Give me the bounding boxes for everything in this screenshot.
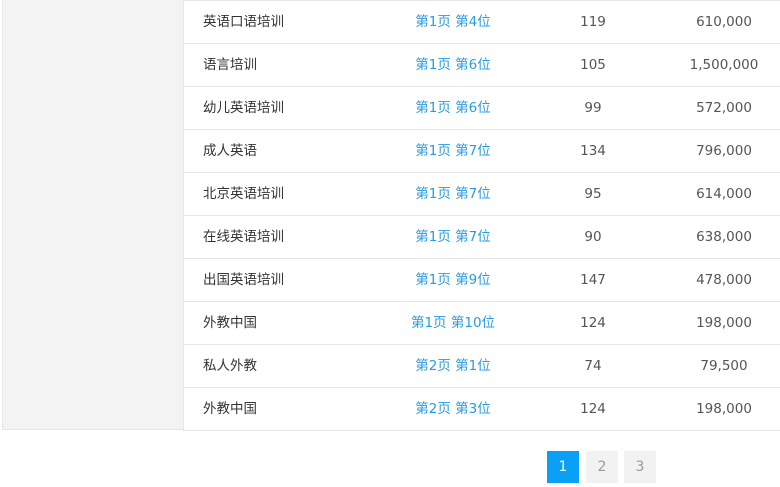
rank-link[interactable]: 第1页 第7位 bbox=[415, 229, 491, 245]
count-cell: 147 bbox=[580, 272, 606, 288]
page-button-2[interactable]: 2 bbox=[586, 451, 618, 483]
keyword-cell: 北京英语培训 bbox=[203, 186, 284, 202]
table-row: 出国英语培训 第1页 第9位 147 478,000 bbox=[184, 259, 780, 302]
keyword-cell: 在线英语培训 bbox=[203, 229, 284, 245]
count-cell: 119 bbox=[580, 14, 606, 30]
sidebar-panel bbox=[2, 0, 183, 430]
count-cell: 134 bbox=[580, 143, 606, 159]
keyword-cell: 语言培训 bbox=[203, 57, 257, 73]
keyword-cell: 出国英语培训 bbox=[203, 272, 284, 288]
rank-link[interactable]: 第1页 第9位 bbox=[415, 272, 491, 288]
count-cell: 124 bbox=[580, 315, 606, 331]
value-cell: 79,500 bbox=[700, 358, 748, 374]
table-row: 外教中国 第1页 第10位 124 198,000 bbox=[184, 302, 780, 345]
value-cell: 614,000 bbox=[696, 186, 752, 202]
table-row: 外教中国 第2页 第3位 124 198,000 bbox=[184, 388, 780, 431]
value-cell: 638,000 bbox=[696, 229, 752, 245]
page-button-3[interactable]: 3 bbox=[624, 451, 656, 483]
value-cell: 572,000 bbox=[696, 100, 752, 116]
value-cell: 198,000 bbox=[696, 401, 752, 417]
count-cell: 124 bbox=[580, 401, 606, 417]
count-cell: 99 bbox=[584, 100, 602, 116]
value-cell: 796,000 bbox=[696, 143, 752, 159]
rank-link[interactable]: 第1页 第7位 bbox=[415, 186, 491, 202]
count-cell: 95 bbox=[584, 186, 602, 202]
count-cell: 90 bbox=[584, 229, 602, 245]
table-row: 英语口语培训 第1页 第4位 119 610,000 bbox=[184, 1, 780, 44]
rank-link[interactable]: 第2页 第1位 bbox=[415, 358, 491, 374]
value-cell: 1,500,000 bbox=[689, 57, 759, 73]
table-row: 语言培训 第1页 第6位 105 1,500,000 bbox=[184, 44, 780, 87]
table-row: 私人外教 第2页 第1位 74 79,500 bbox=[184, 345, 780, 388]
rank-link[interactable]: 第1页 第7位 bbox=[415, 143, 491, 159]
value-cell: 610,000 bbox=[696, 14, 752, 30]
table-row: 北京英语培训 第1页 第7位 95 614,000 bbox=[184, 173, 780, 216]
keyword-cell: 成人英语 bbox=[203, 143, 257, 159]
page-button-1[interactable]: 1 bbox=[547, 451, 579, 483]
keyword-table: 英语口语培训 第1页 第4位 119 610,000 语言培训 第1页 第6位 105 1,5… bbox=[183, 0, 780, 431]
rank-link[interactable]: 第2页 第3位 bbox=[415, 401, 491, 417]
keyword-cell: 幼儿英语培训 bbox=[203, 100, 284, 116]
keyword-cell: 外教中国 bbox=[203, 315, 257, 331]
keyword-cell: 私人外教 bbox=[203, 358, 257, 374]
rank-link[interactable]: 第1页 第4位 bbox=[415, 14, 491, 30]
count-cell: 105 bbox=[580, 57, 606, 73]
table-row: 幼儿英语培训 第1页 第6位 99 572,000 bbox=[184, 87, 780, 130]
keyword-cell: 英语口语培训 bbox=[203, 14, 284, 30]
table-row: 成人英语 第1页 第7位 134 796,000 bbox=[184, 130, 780, 173]
rank-link[interactable]: 第1页 第10位 bbox=[410, 315, 496, 331]
table-row: 在线英语培训 第1页 第7位 90 638,000 bbox=[184, 216, 780, 259]
count-cell: 74 bbox=[584, 358, 602, 374]
value-cell: 198,000 bbox=[696, 315, 752, 331]
value-cell: 478,000 bbox=[696, 272, 752, 288]
rank-link[interactable]: 第1页 第6位 bbox=[415, 57, 491, 73]
keyword-cell: 外教中国 bbox=[203, 401, 257, 417]
rank-link[interactable]: 第1页 第6位 bbox=[415, 100, 491, 116]
